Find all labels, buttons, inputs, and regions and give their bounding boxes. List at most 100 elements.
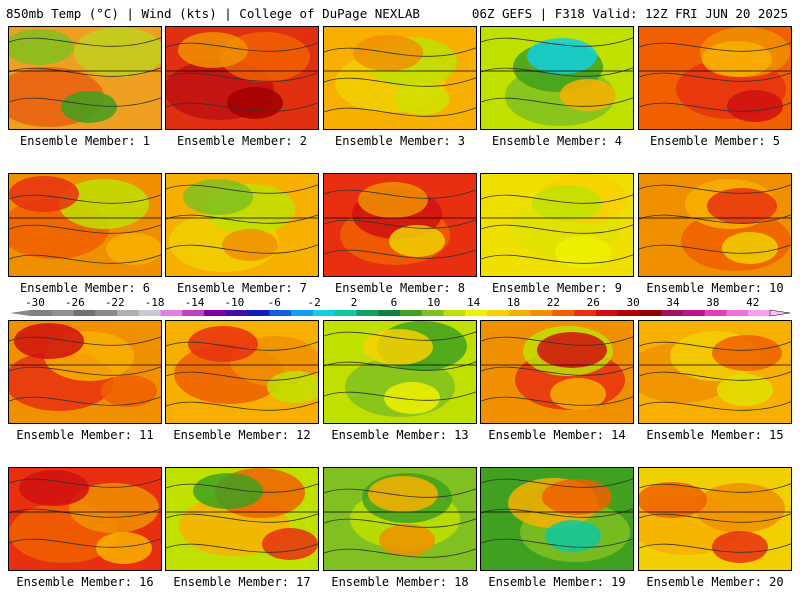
height-contour xyxy=(9,67,161,77)
colorbar-tick-label: -10 xyxy=(224,296,245,309)
colorbar-tick-label: -18 xyxy=(144,296,165,309)
height-contour xyxy=(481,254,633,264)
ensemble-panel-13 xyxy=(323,320,477,424)
colorbar-swatch xyxy=(378,310,401,316)
colorbar-swatch xyxy=(269,310,292,316)
temp-blob xyxy=(545,520,601,552)
colorbar-swatch xyxy=(247,310,270,316)
height-contour xyxy=(166,184,318,194)
ensemble-panel-16 xyxy=(8,467,162,571)
colorbar-swatch xyxy=(530,310,553,316)
height-contour xyxy=(9,508,161,518)
temp-blob xyxy=(74,27,161,77)
height-contour xyxy=(639,513,791,523)
colorbar-swatch xyxy=(552,310,575,316)
ensemble-panel-18 xyxy=(323,467,477,571)
temp-blob xyxy=(560,79,616,111)
colorbar-tick-label: 6 xyxy=(390,296,398,309)
colorbar-swatch xyxy=(160,310,183,316)
height-contour xyxy=(639,371,791,381)
colorbar-swatch xyxy=(639,310,662,316)
colorbar-tick-label: 2 xyxy=(350,296,358,309)
height-contour xyxy=(9,396,161,406)
height-contour xyxy=(639,72,791,82)
temp-blob xyxy=(363,329,433,365)
height-contour xyxy=(324,548,476,558)
height-contour xyxy=(166,513,318,523)
chart-subtitle: 06Z GEFS | F318 Valid: 12Z FRI JUN 20 20… xyxy=(471,6,788,21)
height-contour xyxy=(166,341,318,351)
ensemble-panel-9 xyxy=(480,173,634,277)
colorbar-swatch xyxy=(400,310,423,316)
colorbar-swatch xyxy=(704,310,727,316)
temp-blob xyxy=(550,378,606,410)
height-contour xyxy=(481,194,633,204)
ensemble-member-label: Ensemble Member: 2 xyxy=(176,134,308,148)
ensemble-member-label: Ensemble Member: 7 xyxy=(176,281,308,295)
height-contour xyxy=(324,391,476,401)
ensemble-member-label: Ensemble Member: 17 xyxy=(173,575,311,589)
temp-blob xyxy=(14,323,84,359)
height-contour xyxy=(166,214,318,224)
colorbar-swatch xyxy=(204,310,227,316)
height-contour xyxy=(9,538,161,548)
ensemble-panel-1 xyxy=(8,26,162,130)
ensemble-member-label: Ensemble Member: 4 xyxy=(491,134,623,148)
colorbar-tick-label: 10 xyxy=(427,296,441,309)
height-contour xyxy=(166,483,318,493)
colorbar-swatch xyxy=(465,310,488,316)
temp-blob xyxy=(702,41,772,77)
height-contour xyxy=(639,102,791,112)
colorbar-swatch xyxy=(617,310,640,316)
colorbar-tick-label: 30 xyxy=(626,296,640,309)
height-contour xyxy=(481,67,633,77)
height-contour xyxy=(481,37,633,47)
colorbar-tick-label: 22 xyxy=(546,296,561,309)
ensemble-panel-3 xyxy=(323,26,477,130)
temp-blob xyxy=(712,335,782,371)
height-contour xyxy=(324,77,476,87)
height-contour xyxy=(481,336,633,346)
height-contour xyxy=(324,249,476,259)
ensemble-panel-19 xyxy=(480,467,634,571)
ensemble-member-label: Ensemble Member: 19 xyxy=(488,575,626,589)
colorbar-tick-label: 26 xyxy=(586,296,600,309)
colorbar-swatch xyxy=(487,310,510,316)
colorbar-swatch xyxy=(574,310,597,316)
height-contour xyxy=(481,396,633,406)
colorbar-swatch xyxy=(138,310,162,316)
height-contour xyxy=(324,219,476,229)
temp-blob xyxy=(9,29,74,65)
temp-blob xyxy=(188,326,258,362)
ensemble-member-label: Ensemble Member: 11 xyxy=(16,428,154,442)
ensemble-panel-20 xyxy=(638,467,792,571)
ensemble-member-label: Ensemble Member: 8 xyxy=(334,281,466,295)
colorbar-swatch xyxy=(595,310,619,316)
height-contour xyxy=(9,254,161,264)
height-contour xyxy=(9,97,161,107)
colorbar-swatch xyxy=(312,310,336,316)
temp-blob xyxy=(69,483,159,533)
colorbar-tick-label: 34 xyxy=(666,296,680,309)
ensemble-member-label: Ensemble Member: 16 xyxy=(16,575,154,589)
colorbar-swatch xyxy=(225,310,249,316)
ensemble-member-label: Ensemble Member: 3 xyxy=(334,134,466,148)
ensemble-panel-2 xyxy=(165,26,319,130)
colorbar-swatch xyxy=(73,310,96,316)
height-contour xyxy=(9,224,161,234)
colorbar-swatch xyxy=(182,310,205,316)
height-contour xyxy=(166,244,318,254)
height-contour xyxy=(639,184,791,194)
temp-blob xyxy=(101,375,157,407)
ensemble-member-label: Ensemble Member: 5 xyxy=(649,134,781,148)
height-contour xyxy=(639,483,791,493)
temp-blob xyxy=(227,87,283,119)
ensemble-panel-15 xyxy=(638,320,792,424)
ensemble-panel-17 xyxy=(165,467,319,571)
temp-blob xyxy=(394,83,450,115)
colorbar-swatch xyxy=(95,310,118,316)
temp-blob xyxy=(532,185,602,221)
colorbar-swatch xyxy=(356,310,379,316)
temp-blob xyxy=(717,374,773,406)
temp-blob xyxy=(358,182,428,218)
